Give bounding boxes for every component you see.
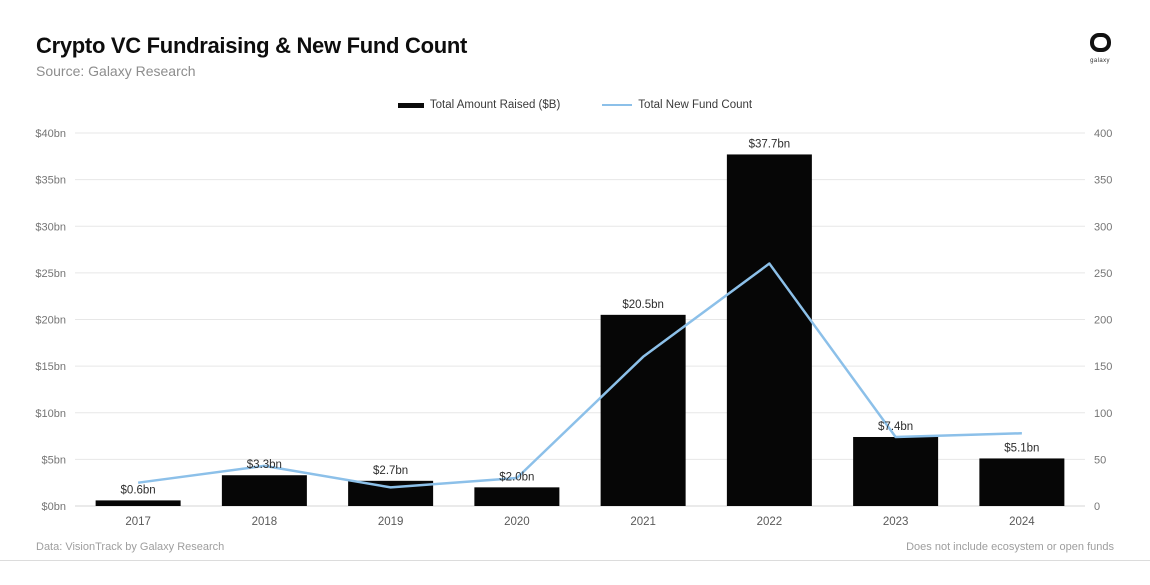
bar-2024	[979, 458, 1065, 506]
y-axis-tick-right: 300	[1094, 221, 1112, 233]
galaxy-logo-word: galaxy	[1090, 58, 1110, 64]
bar-value-label: $2.0bn	[499, 471, 534, 483]
bar-2022	[726, 154, 812, 506]
bar-value-label: $3.3bn	[247, 459, 282, 471]
x-axis-label: 2021	[630, 516, 656, 528]
y-axis-tick-right: 200	[1094, 315, 1112, 327]
bar-2017	[95, 500, 181, 506]
bar-value-label: $37.7bn	[749, 138, 791, 150]
galaxy-logo-icon	[1089, 33, 1111, 52]
bar-value-label: $2.7bn	[373, 465, 408, 477]
y-axis-tick-right: 400	[1094, 128, 1112, 140]
y-axis-tick-right: 100	[1094, 408, 1112, 420]
bar-2018	[221, 475, 307, 506]
y-axis-tick-right: 250	[1094, 268, 1112, 280]
data-source-note: Data: VisionTrack by Galaxy Research	[36, 541, 225, 553]
x-axis-label: 2022	[757, 516, 783, 528]
y-axis-tick-right: 50	[1094, 454, 1106, 466]
bar-value-label: $0.6bn	[121, 484, 156, 496]
bar-2021	[600, 314, 686, 506]
x-axis-label: 2017	[125, 516, 151, 528]
y-axis-tick-left: $25bn	[35, 268, 66, 280]
y-axis-tick-left: $30bn	[35, 221, 66, 233]
y-axis-tick-left: $20bn	[35, 315, 66, 327]
bar-series-swatch-icon	[397, 102, 424, 108]
y-axis-tick-right: 0	[1094, 501, 1100, 513]
bar-2023	[853, 436, 939, 506]
y-axis-tick-left: $10bn	[35, 408, 66, 420]
line-series-swatch-icon	[602, 103, 633, 107]
chart-legend: Total Amount Raised ($B) Total New Fund …	[0, 99, 1150, 111]
legend-label-fund-count: Total New Fund Count	[638, 99, 753, 111]
x-axis-label: 2024	[1009, 516, 1035, 528]
galaxy-logo: galaxy	[1080, 33, 1120, 64]
bar-value-label: $5.1bn	[1004, 442, 1039, 454]
bottom-divider	[0, 560, 1150, 561]
y-axis-tick-right: 150	[1094, 361, 1112, 373]
x-axis-label: 2020	[504, 516, 530, 528]
y-axis-tick-left: $35bn	[35, 175, 66, 187]
bar-value-label: $7.4bn	[878, 421, 913, 433]
legend-label-amount-raised: Total Amount Raised ($B)	[429, 99, 561, 111]
legend-item-amount-raised: Total Amount Raised ($B)	[397, 99, 561, 111]
bar-value-label: $20.5bn	[622, 299, 664, 311]
exclusion-note: Does not include ecosystem or open funds	[906, 541, 1114, 553]
y-axis-tick-left: $0bn	[42, 501, 66, 513]
legend-item-fund-count: Total New Fund Count	[602, 99, 752, 111]
y-axis-tick-left: $40bn	[35, 128, 66, 140]
bar-2020	[474, 487, 560, 506]
page-subtitle: Source: Galaxy Research	[36, 63, 196, 79]
x-axis-label: 2019	[378, 516, 404, 528]
y-axis-tick-left: $5bn	[42, 454, 66, 466]
x-axis-label: 2023	[883, 516, 909, 528]
y-axis-tick-right: 350	[1094, 175, 1112, 187]
fund-count-line	[137, 262, 1022, 489]
y-axis-tick-left: $15bn	[35, 361, 66, 373]
x-axis-label: 2018	[252, 516, 278, 528]
page-title: Crypto VC Fundraising & New Fund Count	[36, 33, 468, 58]
